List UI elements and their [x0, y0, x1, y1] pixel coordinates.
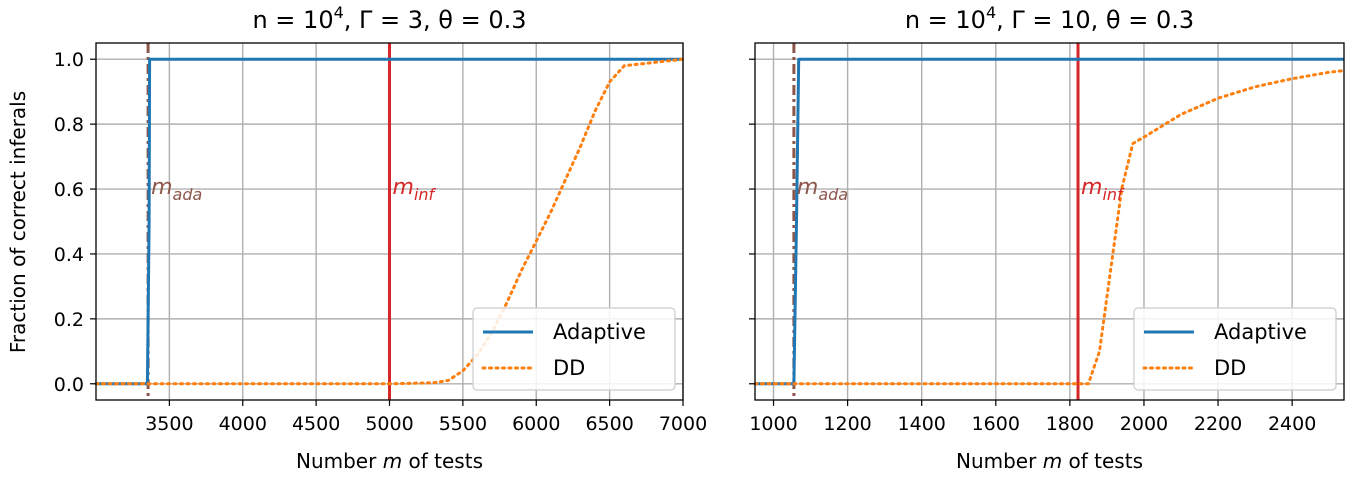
left-chart-title: n = 104, Γ = 3, θ = 0.3: [252, 3, 526, 34]
right-x-tick-label: 2200: [1194, 413, 1242, 435]
left-x-tick-label: 7000: [659, 413, 707, 435]
left-x-tick-label: 6500: [585, 413, 633, 435]
left-x-axis-label: Number m of tests: [296, 449, 483, 473]
left-x-tick-label: 4500: [292, 413, 340, 435]
left-annotation-ada: mada: [151, 175, 202, 204]
left-annotation-inf: minf: [393, 175, 437, 204]
left-x-tick-label: 6000: [512, 413, 560, 435]
left-x-tick-label: 5000: [365, 413, 413, 435]
right-x-tick-label: 1600: [972, 413, 1020, 435]
right-chart-title: n = 104, Γ = 10, θ = 0.3: [905, 3, 1194, 34]
left-series-dd: [94, 57, 685, 386]
right-x-tick-label: 2000: [1120, 413, 1168, 435]
right-x-tick-label: 1200: [823, 413, 871, 435]
right-x-tick-label: 1000: [749, 413, 797, 435]
right-series-dd: [753, 69, 1346, 386]
left-y-tick-label: 0.2: [54, 309, 84, 331]
left-x-tick-label: 4000: [219, 413, 267, 435]
right-legend-label-dd: DD: [1214, 356, 1246, 380]
right-x-tick-label: 1400: [898, 413, 946, 435]
left-legend: Adaptive DD: [472, 307, 676, 391]
left-y-tick-label: 0.6: [54, 179, 84, 201]
left-y-tick-label: 0.8: [54, 114, 84, 136]
left-chart-panel: mada minf 3500 4000 4500 5000 5500 6000 6500 7000…: [54, 3, 707, 473]
right-x-tick-label: 1800: [1046, 413, 1094, 435]
y-axis-label: Fraction of correct inferals: [6, 91, 30, 353]
right-x-axis-label: Number m of tests: [956, 449, 1143, 473]
left-legend-label-adaptive: Adaptive: [553, 320, 646, 344]
right-chart-panel: mada minf 1000 1200 1400 1600 1800 2000 2200 2400…: [749, 3, 1346, 473]
left-y-tick-label: 0.0: [54, 374, 84, 396]
right-legend-label-adaptive: Adaptive: [1214, 320, 1307, 344]
right-axes-frame: [754, 42, 1345, 401]
left-x-tick-label: 5500: [439, 413, 487, 435]
right-annotation-inf: minf: [1081, 175, 1125, 204]
right-x-tick-label: 2400: [1268, 413, 1316, 435]
left-y-tick-label: 0.4: [54, 244, 84, 266]
right-annotation-ada: mada: [797, 175, 848, 204]
left-y-tick-label: 1.0: [54, 49, 84, 71]
left-x-tick-label: 3500: [145, 413, 193, 435]
left-legend-label-dd: DD: [553, 356, 585, 380]
right-legend: Adaptive DD: [1133, 307, 1337, 391]
